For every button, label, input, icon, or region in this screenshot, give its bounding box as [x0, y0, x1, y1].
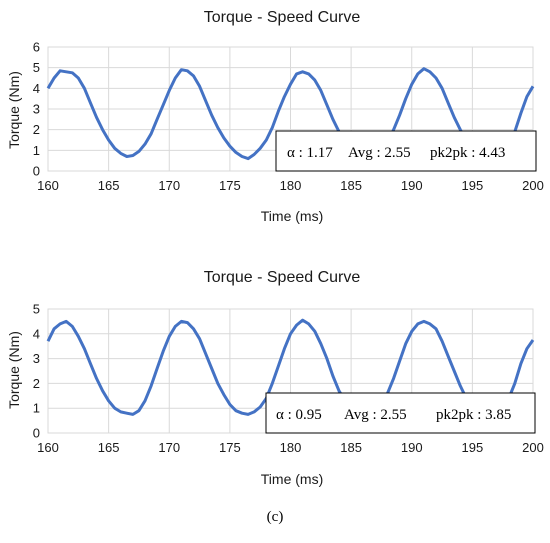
y-tick-label: 0 — [33, 426, 40, 441]
chart-1-annotation-box: α : 1.17 Avg : 2.55 pk2pk : 4.43 — [275, 130, 537, 172]
x-tick-label: 200 — [522, 440, 544, 455]
chart-1-avg-text: Avg : 2.55 — [348, 145, 411, 161]
y-tick-label: 5 — [33, 302, 40, 317]
y-tick-label: 5 — [33, 60, 40, 75]
chart-1-torque-series-line — [46, 67, 535, 161]
x-tick-label: 185 — [340, 440, 362, 455]
x-tick-label: 175 — [219, 178, 241, 193]
chart-2-avg-text: Avg : 2.55 — [344, 407, 407, 423]
chart-2-pk2pk-text: pk2pk : 3.85 — [436, 407, 511, 423]
chart-2: Torque - Speed Curve Torque (Nm) Time (m… — [6, 269, 544, 487]
y-tick-label: 2 — [33, 122, 40, 137]
x-tick-label: 175 — [219, 440, 241, 455]
chart-2-x-tick-labels: 160 165 170 175 180 185 190 195 200 — [37, 440, 544, 455]
chart-1-alpha-text: α : 1.17 — [287, 145, 333, 161]
y-tick-label: 6 — [33, 40, 40, 55]
chart-2-xlabel: Time (ms) — [261, 471, 323, 487]
chart-1-ylabel: Torque (Nm) — [6, 71, 22, 149]
x-tick-label: 200 — [522, 178, 544, 193]
chart-1-title: Torque - Speed Curve — [204, 9, 361, 26]
x-tick-label: 195 — [462, 178, 484, 193]
x-tick-label: 190 — [401, 178, 423, 193]
chart-1-x-tick-labels: 160 165 170 175 180 185 190 195 200 — [37, 178, 544, 193]
y-tick-label: 3 — [33, 102, 40, 117]
y-tick-label: 0 — [33, 164, 40, 179]
chart-1-xlabel: Time (ms) — [261, 208, 323, 224]
chart-2-torque-series-line — [46, 318, 535, 416]
x-tick-label: 165 — [98, 178, 120, 193]
chart-2-y-tick-labels: 0 1 2 3 4 5 — [33, 302, 40, 441]
y-tick-label: 4 — [33, 81, 40, 96]
y-tick-label: 4 — [33, 326, 40, 341]
x-tick-label: 170 — [158, 178, 180, 193]
x-tick-label: 180 — [280, 440, 302, 455]
x-tick-label: 180 — [280, 178, 302, 193]
chart-2-title: Torque - Speed Curve — [204, 269, 361, 286]
chart-1-pk2pk-text: pk2pk : 4.43 — [430, 145, 505, 161]
x-tick-label: 165 — [98, 440, 120, 455]
x-tick-label: 195 — [462, 440, 484, 455]
chart-1: Torque - Speed Curve Torque (Nm) Time (m… — [6, 9, 544, 224]
y-tick-label: 1 — [33, 143, 40, 158]
x-tick-label: 170 — [158, 440, 180, 455]
chart-2-ylabel: Torque (Nm) — [6, 331, 22, 409]
x-tick-label: 160 — [37, 440, 59, 455]
y-tick-label: 3 — [33, 351, 40, 366]
chart-2-alpha-text: α : 0.95 — [276, 407, 322, 423]
chart-1-y-tick-labels: 0 1 2 3 4 5 6 — [33, 40, 40, 179]
y-tick-label: 2 — [33, 376, 40, 391]
x-tick-label: 190 — [401, 440, 423, 455]
y-tick-label: 1 — [33, 401, 40, 416]
x-tick-label: 160 — [37, 178, 59, 193]
x-tick-label: 185 — [340, 178, 362, 193]
chart-2-annotation-box: α : 0.95 Avg : 2.55 pk2pk : 3.85 — [265, 392, 536, 434]
figure-caption: (c) — [267, 509, 284, 525]
